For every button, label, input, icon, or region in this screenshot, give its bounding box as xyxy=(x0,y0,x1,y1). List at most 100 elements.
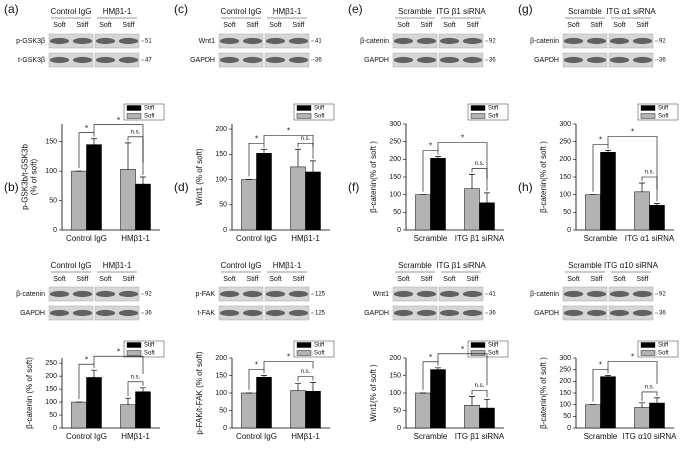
band xyxy=(462,37,483,45)
bar xyxy=(86,377,102,429)
band xyxy=(118,56,139,64)
lane-label: Soft xyxy=(567,276,580,283)
bar xyxy=(71,170,87,231)
sig-bracket xyxy=(592,369,609,402)
legend-swatch xyxy=(126,105,142,111)
blot-strip xyxy=(218,52,264,68)
bar xyxy=(71,401,87,429)
bar xyxy=(290,390,306,429)
y-tick-label: 0 xyxy=(53,227,57,234)
blot-group: Control IgG xyxy=(221,7,262,16)
sig-bracket xyxy=(78,132,95,169)
y-tick-label: 200 xyxy=(389,156,401,163)
band xyxy=(609,56,630,64)
bar xyxy=(241,179,257,231)
sig-label: n.s. xyxy=(645,170,655,176)
error-bar xyxy=(310,160,316,172)
sig-label: * xyxy=(429,142,432,151)
sig-bracket xyxy=(471,390,488,398)
sig-bracket xyxy=(437,142,488,179)
band xyxy=(393,37,414,45)
blot-group: HMβ1-1 xyxy=(103,7,132,16)
panel-label: (c) xyxy=(174,2,188,16)
band xyxy=(462,56,483,64)
sig-bracket xyxy=(607,361,658,384)
blot-strip xyxy=(94,33,140,49)
x-tick-label: Control IgG xyxy=(236,432,277,441)
blot-strip xyxy=(264,286,310,302)
lane-label: Stiff xyxy=(123,22,135,29)
y-tick-label: 0 xyxy=(567,425,571,432)
x-tick-label: Control IgG xyxy=(236,234,277,243)
band-size: 125 xyxy=(315,311,326,317)
lane-label: Soft xyxy=(613,276,626,283)
legend-label: Soft xyxy=(488,114,499,120)
y-tick-label: 250 xyxy=(559,367,571,374)
sig-bracket xyxy=(248,369,265,390)
error-bar xyxy=(639,182,645,192)
band xyxy=(563,309,584,317)
y-tick-label: 50 xyxy=(393,407,401,414)
bar xyxy=(649,402,665,429)
y-tick-label: 150 xyxy=(215,372,227,379)
error-bar xyxy=(140,176,146,185)
y-tick-label: 200 xyxy=(215,126,227,133)
x-tick-label: Control IgG xyxy=(66,432,107,441)
band xyxy=(49,37,70,45)
y-axis-label: p-GSK3b/t-GSK3b xyxy=(21,144,30,210)
error-bar xyxy=(91,369,97,378)
lane-label: Stiff xyxy=(637,22,649,29)
lane-label: Soft xyxy=(613,22,626,29)
blot-strip xyxy=(438,33,484,49)
band xyxy=(95,37,116,45)
blot-strip xyxy=(562,52,608,68)
blot-strip xyxy=(48,52,94,68)
lane-label: Stiff xyxy=(293,276,305,283)
bar xyxy=(120,404,136,429)
sig-bracket xyxy=(297,376,314,382)
sig-label: * xyxy=(117,116,120,125)
sig-label: n.s. xyxy=(301,136,311,142)
y-tick-label: 250 xyxy=(389,139,401,146)
sig-bracket xyxy=(422,361,439,390)
sig-label: * xyxy=(631,353,634,362)
band xyxy=(416,309,437,317)
lane-label: Stiff xyxy=(77,22,89,29)
band xyxy=(586,37,607,45)
band xyxy=(632,309,653,317)
x-tick-label: ITG β1 siRNA xyxy=(455,432,505,441)
band xyxy=(416,37,437,45)
blot-strip xyxy=(94,52,140,68)
legend-swatch xyxy=(640,342,656,348)
y-tick-label: 200 xyxy=(389,355,401,362)
lane-label: Stiff xyxy=(467,276,479,283)
y-tick-label: 200 xyxy=(559,156,571,163)
blot-strip xyxy=(218,305,264,321)
lane-label: Soft xyxy=(397,276,410,283)
x-tick-label: Scramble xyxy=(584,432,618,441)
band xyxy=(49,56,70,64)
legend-label: Stiff xyxy=(314,106,325,112)
legend-swatch xyxy=(640,105,656,111)
error-bar xyxy=(310,382,316,392)
band-label: Wnt1 xyxy=(373,291,389,298)
lane-label: Soft xyxy=(269,22,282,29)
band xyxy=(288,56,309,64)
band-label: p-FAK xyxy=(196,291,216,298)
band xyxy=(288,290,309,298)
y-tick-label: 150 xyxy=(45,386,57,393)
sig-label: n.s. xyxy=(475,383,485,389)
legend-label: Soft xyxy=(488,351,499,357)
lane-label: Soft xyxy=(223,22,236,29)
sig-bracket xyxy=(641,391,658,401)
y-axis-label: β-catenin(% of soft ) xyxy=(539,357,548,429)
band xyxy=(49,309,70,317)
blot-strip xyxy=(608,286,654,302)
band xyxy=(586,56,607,64)
y-tick-label: 150 xyxy=(559,390,571,397)
band xyxy=(95,56,116,64)
band-label: GAPDH xyxy=(20,310,45,317)
y-tick-label: 300 xyxy=(389,121,401,128)
y-tick-label: 100 xyxy=(215,390,227,397)
